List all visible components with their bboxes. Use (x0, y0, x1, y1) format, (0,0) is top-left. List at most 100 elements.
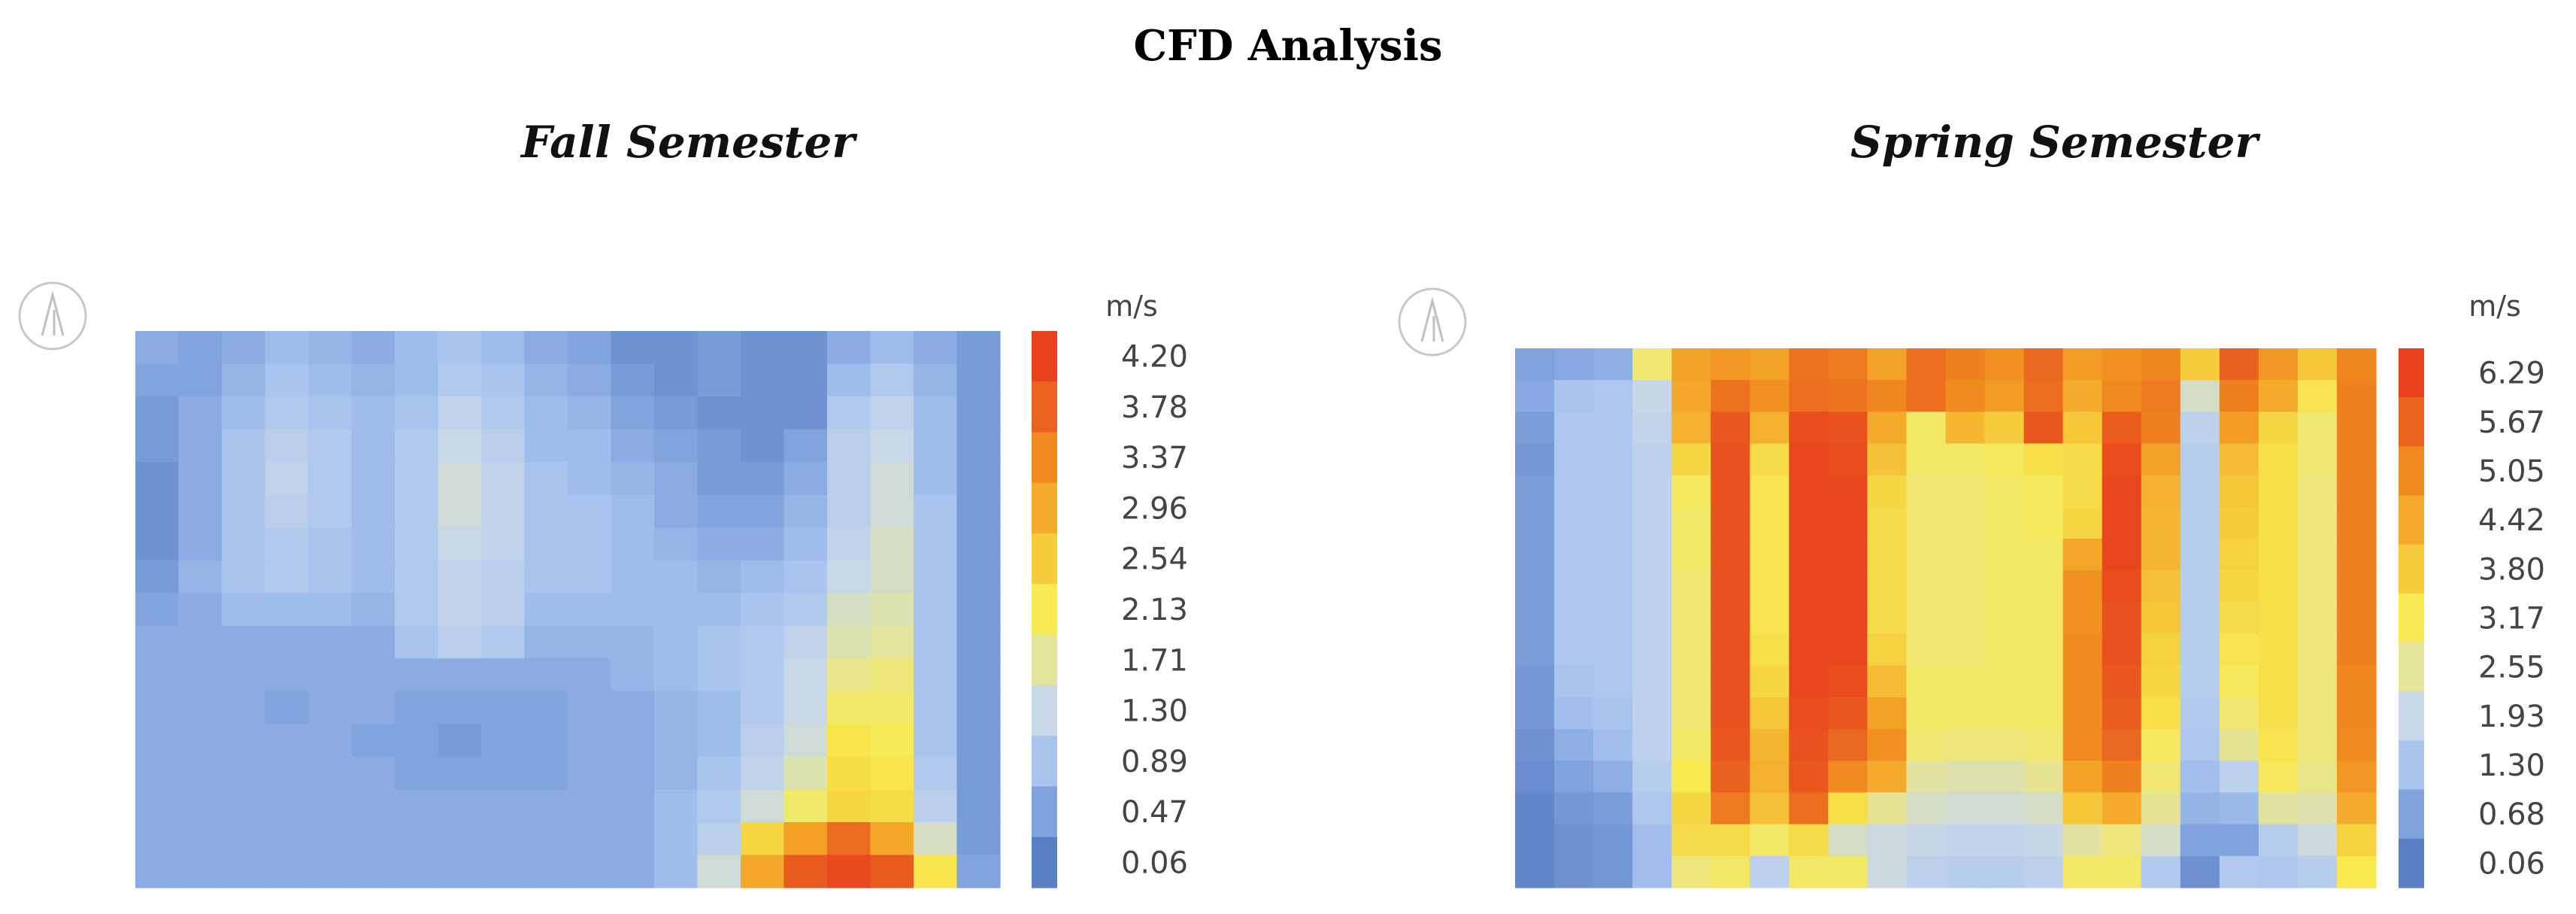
spring-heatmap-cell (2102, 475, 2142, 508)
fall-heatmap-cell (178, 821, 223, 856)
spring-heatmap-cell (2023, 475, 2064, 508)
spring-heatmap-cell (2180, 348, 2220, 381)
fall-heatmap-cell (265, 658, 309, 692)
fall-heatmap-cell (956, 429, 1001, 463)
fall-heatmap-cell (827, 821, 871, 856)
spring-heatmap-cell (1632, 602, 1672, 635)
spring-heatmap-cell (1593, 792, 1633, 825)
spring-heatmap-cell (1750, 602, 1790, 635)
fall-heatmap-cell (395, 855, 439, 888)
spring-heatmap-cell (2219, 729, 2259, 761)
spring-heatmap-cell (1945, 697, 1986, 730)
fall-heatmap-cell (438, 396, 482, 430)
fall-heatmap-cell (654, 396, 699, 430)
fall-heatmap-cell (827, 855, 871, 888)
fall-colorbar-segment (1032, 331, 1057, 382)
spring-heatmap-cell (1711, 411, 1750, 445)
spring-heatmap-cell (1593, 855, 1633, 888)
fall-heatmap-cell (956, 855, 1001, 888)
fall-heatmap-cell (135, 331, 180, 365)
fall-heatmap-cell (870, 494, 914, 528)
fall-heatmap-cell (135, 691, 180, 724)
spring-heatmap-cell (2297, 792, 2338, 825)
spring-colorbar-tick-label: 4.42 (2478, 503, 2545, 538)
fall-heatmap-cell (568, 363, 612, 397)
spring-heatmap-cell (2062, 411, 2103, 445)
spring-heatmap-cell (1867, 761, 1908, 794)
spring-heatmap-cell (1671, 443, 1711, 476)
fall-heatmap-cell (870, 789, 914, 823)
spring-colorbar-segment (2399, 593, 2424, 643)
fall-heatmap-cell (308, 560, 353, 594)
fall-heatmap-cell (741, 625, 785, 659)
fall-heatmap-cell (265, 724, 309, 758)
fall-heatmap-cell (870, 363, 914, 397)
fall-heatmap-cell (568, 625, 612, 659)
fall-heatmap-cell (308, 363, 353, 397)
spring-heatmap-cell (2023, 633, 2064, 667)
spring-heatmap-cell (1945, 539, 1986, 571)
spring-heatmap-cell (2336, 855, 2377, 888)
fall-heatmap-cell (308, 756, 353, 791)
fall-heatmap-cell (222, 396, 266, 430)
fall-heatmap-cell (438, 331, 482, 365)
spring-heatmap-cell (2180, 697, 2220, 730)
fall-heatmap-cell (741, 724, 785, 758)
spring-heatmap-cell (1750, 475, 1790, 508)
fall-heatmap-cell (914, 560, 958, 594)
fall-heatmap-cell (178, 789, 223, 823)
spring-colorbar-tick-label: 0.06 (2478, 846, 2545, 881)
fall-heatmap-cell (265, 363, 309, 397)
fall-heatmap-cell (611, 331, 655, 365)
spring-heatmap-cell (1906, 665, 1947, 698)
spring-heatmap-cell (2297, 824, 2338, 857)
spring-heatmap-cell (2297, 411, 2338, 445)
spring-colorbar-segment (2399, 642, 2424, 692)
fall-heatmap-cell (827, 331, 871, 365)
fall-heatmap-cell (481, 724, 526, 758)
spring-heatmap-cell (1711, 570, 1750, 603)
spring-heatmap-cell (2180, 602, 2220, 635)
spring-heatmap-cell (1632, 633, 1672, 667)
fall-heatmap-cell (481, 756, 526, 791)
fall-heatmap-cell (438, 527, 482, 561)
spring-heatmap-cell (1671, 633, 1711, 667)
fall-heatmap-cell (827, 527, 871, 561)
fall-heatmap-cell (870, 756, 914, 791)
fall-heatmap-cell (308, 429, 353, 463)
spring-heatmap-cell (2141, 411, 2181, 445)
fall-heatmap-cell (568, 756, 612, 791)
fall-colorbar-segment (1032, 685, 1057, 736)
spring-colorbar-segment (2399, 495, 2424, 545)
spring-heatmap-cell (1789, 602, 1829, 635)
fall-heatmap-cell (611, 724, 655, 758)
spring-heatmap-cell (1750, 539, 1790, 571)
fall-heatmap-cell (956, 724, 1001, 758)
spring-heatmap-cell (1554, 633, 1594, 667)
spring-heatmap-cell (1515, 729, 1555, 761)
fall-heatmap-cell (135, 724, 180, 758)
fall-heatmap-cell (827, 396, 871, 430)
spring-heatmap-cell (1867, 506, 1908, 539)
fall-heatmap-cell (611, 658, 655, 692)
spring-heatmap-cell (2219, 665, 2259, 698)
fall-heatmap-cell (178, 494, 223, 528)
spring-heatmap-cell (2023, 348, 2064, 381)
spring-heatmap-cell (2258, 697, 2299, 730)
fall-heatmap-cell (438, 494, 482, 528)
spring-heatmap-cell (1906, 348, 1947, 381)
spring-heatmap-cell (2062, 443, 2103, 476)
spring-heatmap-cell (2336, 602, 2377, 635)
fall-heatmap-cell (827, 724, 871, 758)
spring-heatmap-cell (1984, 855, 2025, 888)
spring-heatmap-cell (2102, 697, 2142, 730)
spring-heatmap-cell (1750, 761, 1790, 794)
spring-heatmap-cell (1554, 570, 1594, 603)
fall-heatmap-cell (697, 429, 741, 463)
spring-heatmap-cell (1828, 665, 1868, 698)
fall-heatmap-cell (783, 691, 828, 724)
spring-heatmap-cell (2141, 665, 2181, 698)
fall-heatmap-cell (654, 593, 699, 627)
fall-heatmap-cell (351, 527, 395, 561)
fall-heatmap-cell (351, 593, 395, 627)
